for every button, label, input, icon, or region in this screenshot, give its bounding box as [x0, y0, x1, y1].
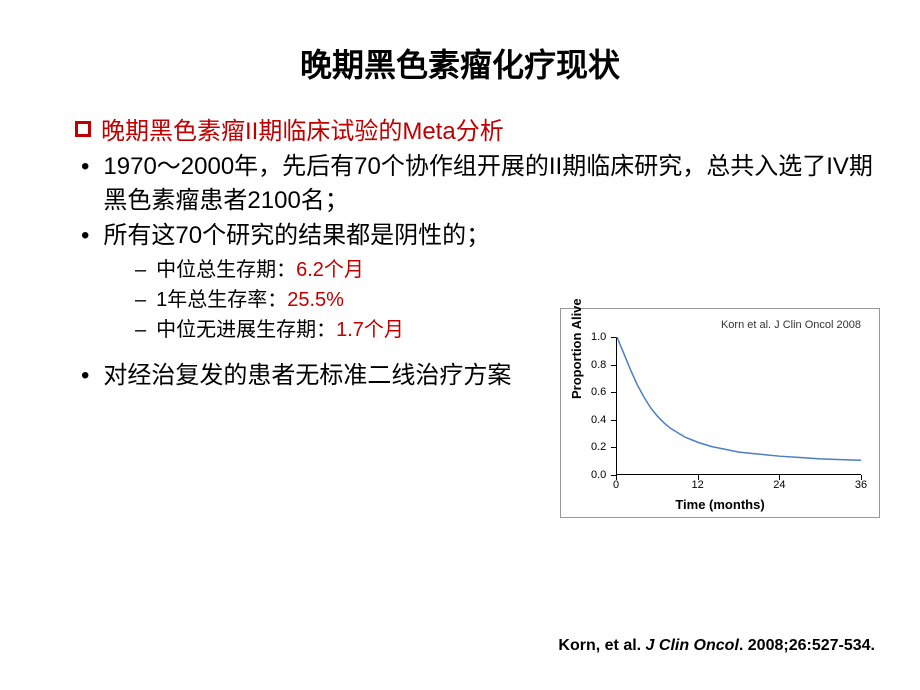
section-header-text: 晚期黑色素瘤II期临床试验的Meta分析 [101, 111, 504, 146]
sub-item: – 中位总生存期：6.2个月 [75, 255, 880, 285]
bullet-dot-icon: • [81, 219, 89, 253]
sub-text: 1年总生存率：25.5% [156, 285, 344, 315]
bullet-dot-icon: • [81, 359, 89, 393]
dash-icon: – [135, 315, 146, 345]
chart-caption: Korn et al. J Clin Oncol 2008 [721, 319, 861, 331]
chart-plot-area [616, 337, 861, 475]
bullet-dot-icon: • [81, 150, 89, 217]
chart-x-label: Time (months) [561, 497, 879, 512]
survival-chart: Korn et al. J Clin Oncol 2008 Proportion… [560, 308, 880, 518]
bullet-text: 1970～2000年，先后有70个协作组开展的II期临床研究，总共入选了IV期黑… [103, 150, 880, 217]
sub-text: 中位无进展生存期：1.7个月 [156, 315, 404, 345]
sub-value: 6.2个月 [296, 259, 364, 281]
bullet-square-icon [75, 121, 91, 137]
citation-authors: Korn, et al. [558, 637, 645, 654]
sub-label: 中位总生存期： [156, 259, 296, 281]
section-header: 晚期黑色素瘤II期临床试验的Meta分析 [75, 111, 880, 146]
sub-label: 中位无进展生存期： [156, 319, 336, 341]
dash-icon: – [135, 255, 146, 285]
slide-title: 晚期黑色素瘤化疗现状 [0, 0, 920, 111]
citation-journal: J Clin Oncol [646, 637, 739, 654]
chart-line-icon [617, 337, 861, 474]
sub-text: 中位总生存期：6.2个月 [156, 255, 364, 285]
dash-icon: – [135, 285, 146, 315]
sub-value: 1.7个月 [336, 319, 404, 341]
sub-label: 1年总生存率： [156, 289, 287, 311]
chart-y-label: Proportion Alive [569, 298, 584, 399]
citation-details: . 2008;26:527-534. [739, 637, 875, 654]
bullet-text: 所有这70个研究的结果都是阴性的； [103, 219, 880, 253]
bullet-item: • 所有这70个研究的结果都是阴性的； [75, 219, 880, 253]
sub-value: 25.5% [287, 289, 344, 311]
citation: Korn, et al. J Clin Oncol. 2008;26:527-5… [558, 637, 875, 655]
bullet-item: • 1970～2000年，先后有70个协作组开展的II期临床研究，总共入选了IV… [75, 150, 880, 217]
